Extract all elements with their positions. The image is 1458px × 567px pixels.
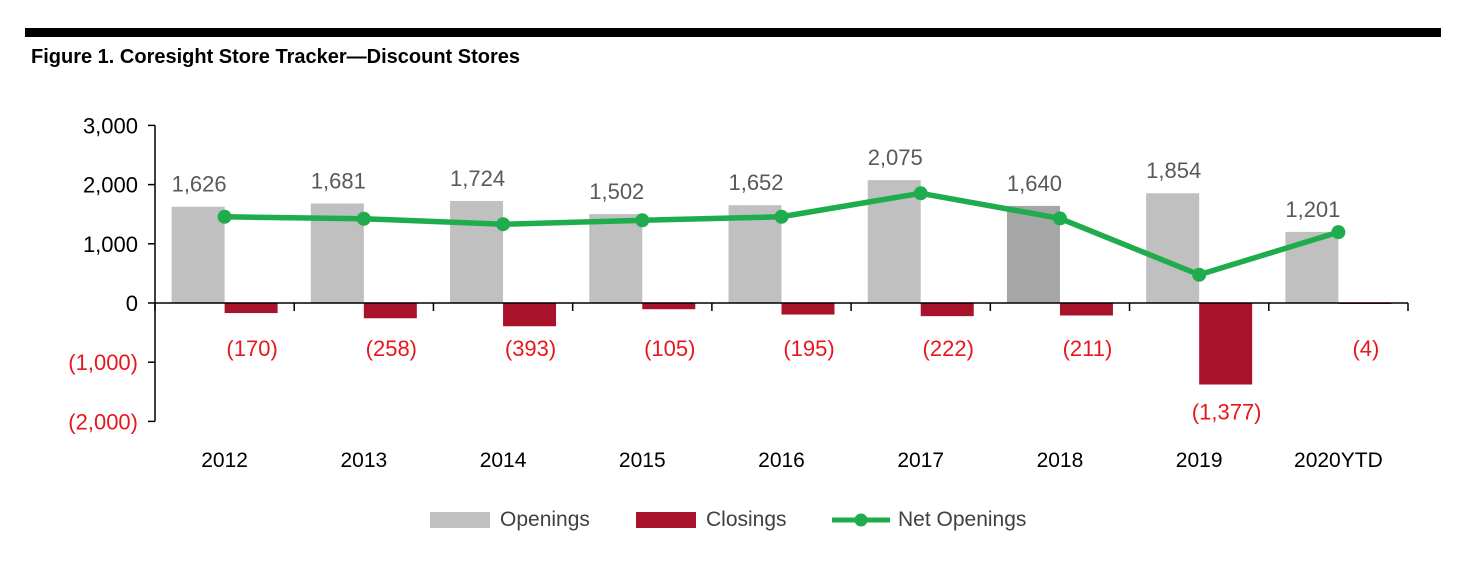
openings-data-label: 1,626 [172,172,227,197]
legend-item-openings: Openings [430,506,590,534]
legend-label-closings: Closings [706,508,787,531]
closings-bar [224,303,278,314]
closings-data-label: (222) [923,336,974,361]
y-tick-label: 3,000 [83,113,138,138]
openings-data-label: 1,652 [728,170,783,195]
closings-bar [642,303,696,310]
chart-legend: Openings Closings Net Openings [0,506,1458,534]
openings-data-label: 1,681 [311,168,366,193]
net-openings-point [1052,211,1067,226]
x-tick-label: 2012 [201,449,248,472]
net-openings-point [913,186,928,201]
net-openings-point [635,213,650,228]
openings-data-label: 2,075 [868,145,923,170]
top-rule [25,28,1441,37]
x-tick-label: 2014 [480,449,527,472]
closings-bar [781,303,835,315]
closings-data-label: (1,377) [1192,400,1262,425]
legend-swatch-net-openings [832,513,890,527]
y-tick-label: 1,000 [83,232,138,257]
closings-data-label: (258) [366,336,417,361]
figure-title: Figure 1. Coresight Store Tracker—Discou… [31,46,521,68]
closings-data-label: (4) [1352,336,1379,361]
legend-item-net-openings: Net Openings [830,506,1026,534]
x-tick-label: 2013 [340,449,387,472]
openings-bar [171,206,225,303]
x-tick-label: 2019 [1176,449,1223,472]
closings-data-label: (393) [505,336,556,361]
net-openings-point [1192,267,1207,282]
x-tick-label: 2017 [897,449,944,472]
openings-data-label: 1,724 [450,166,505,191]
legend-label-net-openings: Net Openings [898,508,1027,531]
net-openings-point [356,211,371,226]
openings-data-label: 1,854 [1146,158,1201,183]
closings-data-label: (170) [226,336,277,361]
x-tick-label: 2018 [1037,449,1084,472]
net-openings-point [496,217,511,232]
closings-bar [1059,303,1113,316]
net-openings-point [1331,225,1346,240]
openings-bar [450,200,504,303]
closings-data-label: (211) [1063,336,1113,361]
openings-bar [728,205,782,303]
legend-label-openings: Openings [500,508,590,531]
x-tick-label: 2020YTD [1294,449,1383,472]
legend-swatch-closings [636,512,696,528]
openings-bar [1146,193,1200,303]
legend-item-closings: Closings [636,506,787,534]
openings-bar [589,214,643,303]
x-tick-label: 2016 [758,449,805,472]
closings-bar [363,303,417,319]
legend-swatch-openings [430,512,490,528]
y-tick-label: 2,000 [83,173,138,198]
net-openings-point [774,209,789,224]
openings-data-label: 1,502 [589,179,644,204]
net-openings-point [217,209,232,224]
x-tick-label: 2015 [619,449,666,472]
y-tick-label: 0 [126,291,138,316]
y-tick-label: (1,000) [68,350,138,375]
closings-bar [920,303,974,317]
closings-bar [503,303,557,327]
openings-data-label: 1,201 [1285,197,1340,222]
closings-bar [1199,303,1253,385]
openings-data-label: 1,640 [1007,171,1062,196]
closings-data-label: (105) [644,336,695,361]
closings-data-label: (195) [783,336,834,361]
y-tick-label: (2,000) [68,409,138,434]
chart: 3,000 2,000 1,000 0 (1,000) (2,000) 2012 2013 20… [68,113,1409,472]
openings-bar [1006,205,1060,303]
